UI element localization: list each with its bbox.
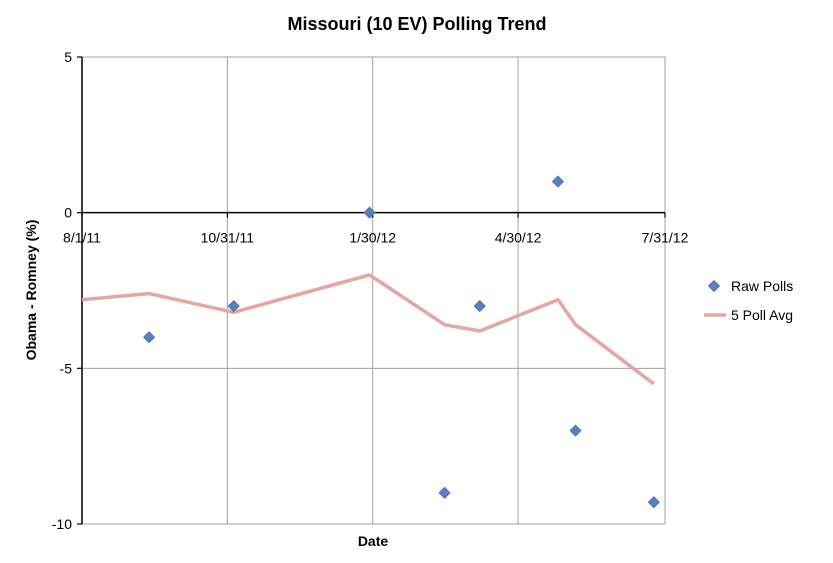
x-tick-label: 4/30/12 [495,230,542,246]
legend: Raw Polls 5 Poll Avg [704,278,793,323]
chart-title: Missouri (10 EV) Polling Trend [287,14,546,34]
x-tick-labels: 8/1/11 10/31/11 1/30/12 4/30/12 7/31/12 [63,230,689,246]
x-tick-label: 8/1/11 [63,230,101,246]
poll-point [227,300,240,313]
y-tick-label: 0 [64,205,72,221]
legend-label: 5 Poll Avg [731,307,793,323]
axes [77,56,666,525]
poll-point [647,496,660,509]
series-layer [81,175,660,509]
gridlines [81,56,666,525]
poll-point [363,206,376,219]
x-tick-label: 7/31/12 [642,230,689,246]
poll-point [569,424,582,437]
poll-point [473,300,486,313]
y-tick-label: -10 [52,516,72,532]
poll-point [551,175,565,188]
legend-marker-raw-polls [707,279,721,293]
x-tick-label: 10/31/11 [201,230,255,246]
y-tick-label: -5 [60,360,73,376]
x-axis-title: Date [358,533,389,549]
poll-point [438,486,451,499]
y-axis-title: Obama - Romney (%) [23,220,39,361]
poll-point [143,331,156,344]
avg-line [81,273,655,386]
y-tick-label: 5 [64,49,72,65]
x-tick-label: 1/30/12 [349,230,396,246]
y-tick-labels: 5 0 -5 -10 [52,49,72,532]
legend-label: Raw Polls [731,278,793,294]
